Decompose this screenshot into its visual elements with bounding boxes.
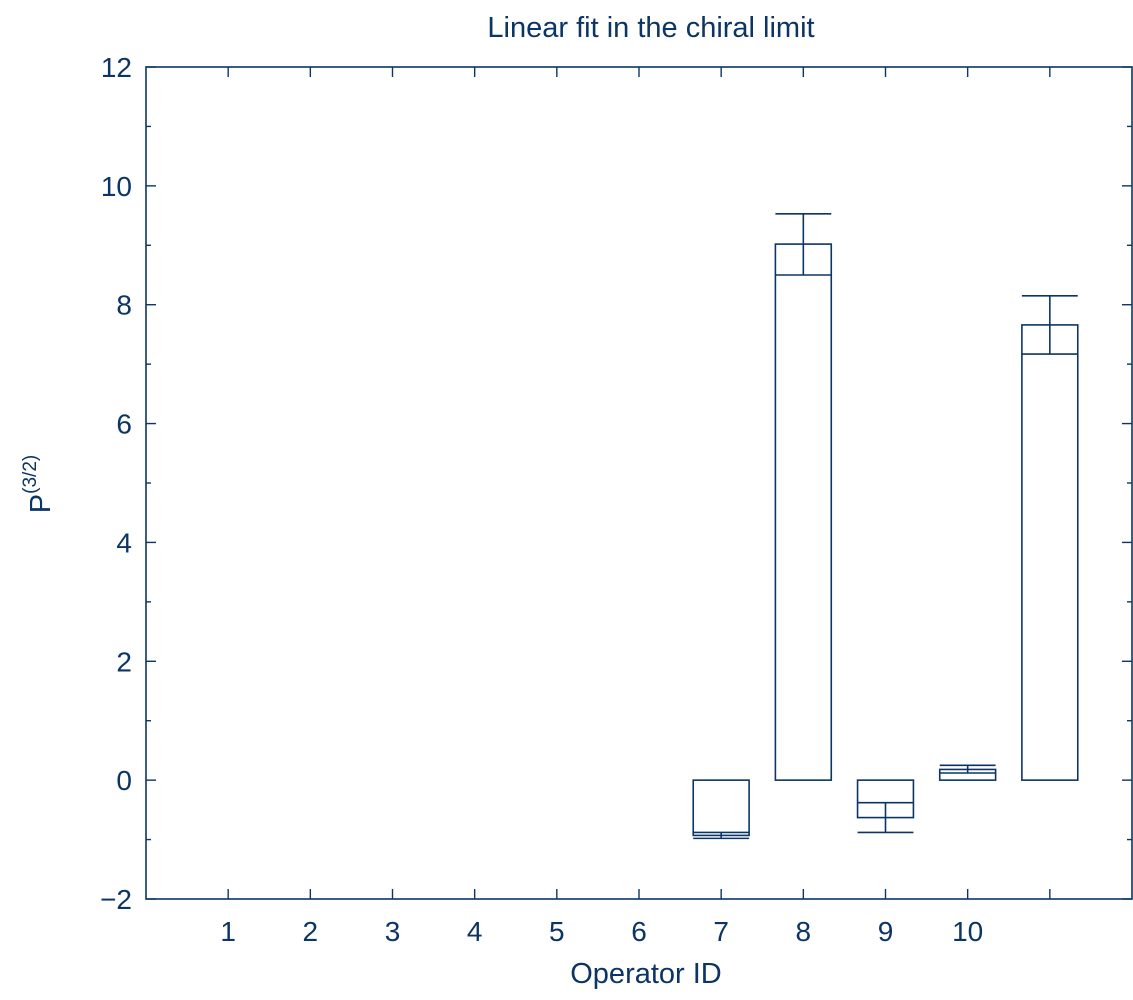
x-tick-label: 8	[796, 916, 812, 947]
y-axis-label-base: P	[25, 494, 57, 513]
y-tick-label: 0	[116, 765, 132, 796]
chart-title: Linear fit in the chiral limit	[487, 12, 814, 44]
bar	[692, 779, 750, 837]
y-tick-label: 6	[116, 409, 132, 440]
y-tick-label: 2	[116, 646, 132, 677]
y-tick-label: 4	[116, 527, 132, 558]
y-tick-label: 8	[116, 290, 132, 321]
bars	[692, 212, 1079, 840]
x-tick-label: 7	[713, 916, 729, 947]
y-tick-label: 10	[101, 171, 132, 202]
x-tick-label: 2	[303, 916, 319, 947]
plot-frame	[145, 66, 1133, 900]
x-tick-label: 3	[385, 916, 401, 947]
x-tick-labels: 1 2 3 4 5 6 7 8 9 10	[220, 916, 983, 947]
x-tick-label: 5	[549, 916, 565, 947]
x-tick-label: 6	[631, 916, 647, 947]
y-tick-label: 12	[101, 52, 132, 83]
y-tick-label: −2	[100, 884, 132, 915]
x-tick-label: 9	[878, 916, 894, 947]
x-tick-label: 4	[467, 916, 483, 947]
x-tick-label: 1	[220, 916, 236, 947]
x-tick-label: 10	[952, 916, 983, 947]
bar	[774, 243, 833, 781]
tick-marks	[146, 66, 1132, 900]
y-axis-label: P(3/2)	[20, 455, 57, 513]
y-tick-labels: −2 0 2 4 6 8 10 12	[100, 52, 132, 915]
bar	[1021, 324, 1079, 781]
x-axis-label: Operator ID	[570, 958, 722, 990]
y-axis-label-superscript: (3/2)	[20, 455, 41, 494]
